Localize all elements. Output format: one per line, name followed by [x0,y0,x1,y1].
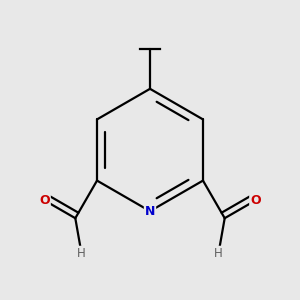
Text: H: H [77,247,86,260]
Text: N: N [145,205,155,218]
Text: O: O [39,194,50,207]
Text: H: H [214,247,223,260]
Text: O: O [250,194,261,207]
